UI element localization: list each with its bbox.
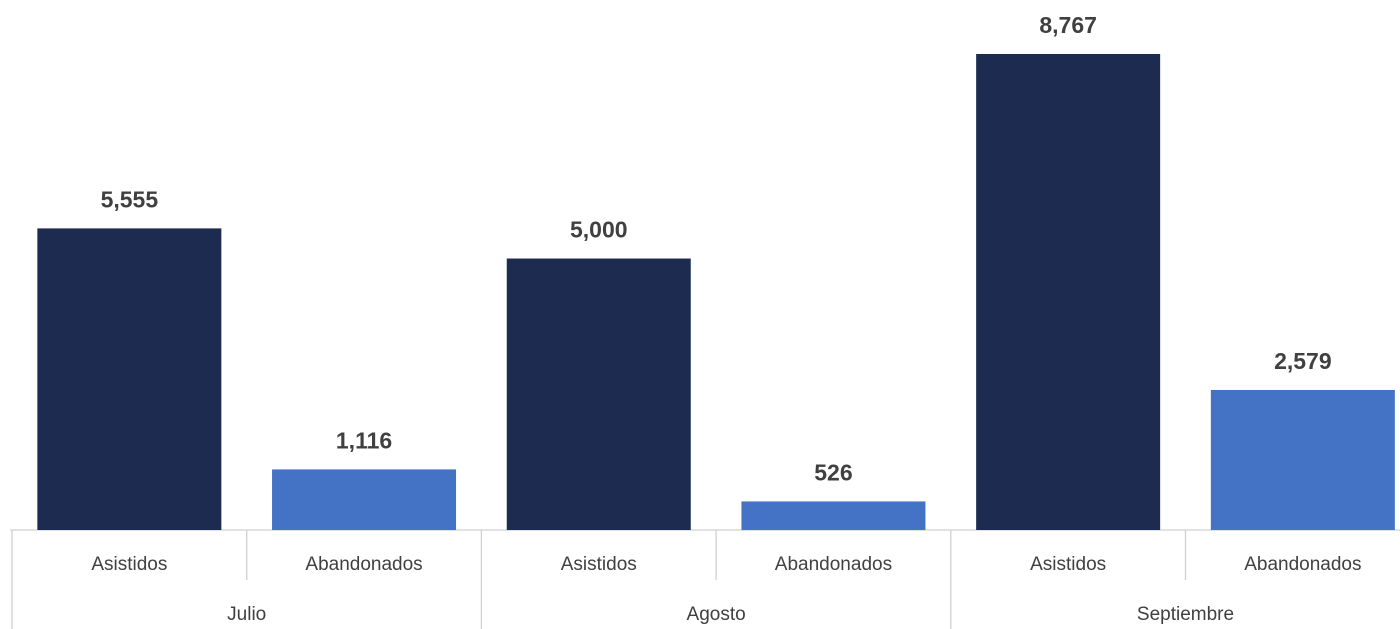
bar: [741, 501, 926, 530]
value-label: 2,579: [1274, 348, 1332, 374]
bar: [506, 258, 691, 530]
category-label: Asistidos: [1030, 554, 1106, 575]
category-label: Abandonados: [775, 554, 892, 575]
value-label: 5,555: [101, 186, 159, 212]
category-label: Asistidos: [91, 554, 167, 575]
bar: [272, 469, 457, 530]
category-label: Asistidos: [561, 554, 637, 575]
bar: [976, 54, 1161, 530]
group-label: Julio: [227, 604, 266, 625]
value-label: 8,767: [1039, 12, 1097, 38]
bar: [37, 228, 222, 530]
category-label: Abandonados: [1244, 554, 1361, 575]
group-label: Septiembre: [1137, 604, 1234, 625]
bar: [1210, 389, 1395, 530]
group-label: Agosto: [687, 604, 746, 625]
category-label: Abandonados: [305, 554, 422, 575]
value-label: 5,000: [570, 217, 628, 243]
value-label: 526: [814, 460, 852, 486]
value-label: 1,116: [336, 427, 392, 453]
